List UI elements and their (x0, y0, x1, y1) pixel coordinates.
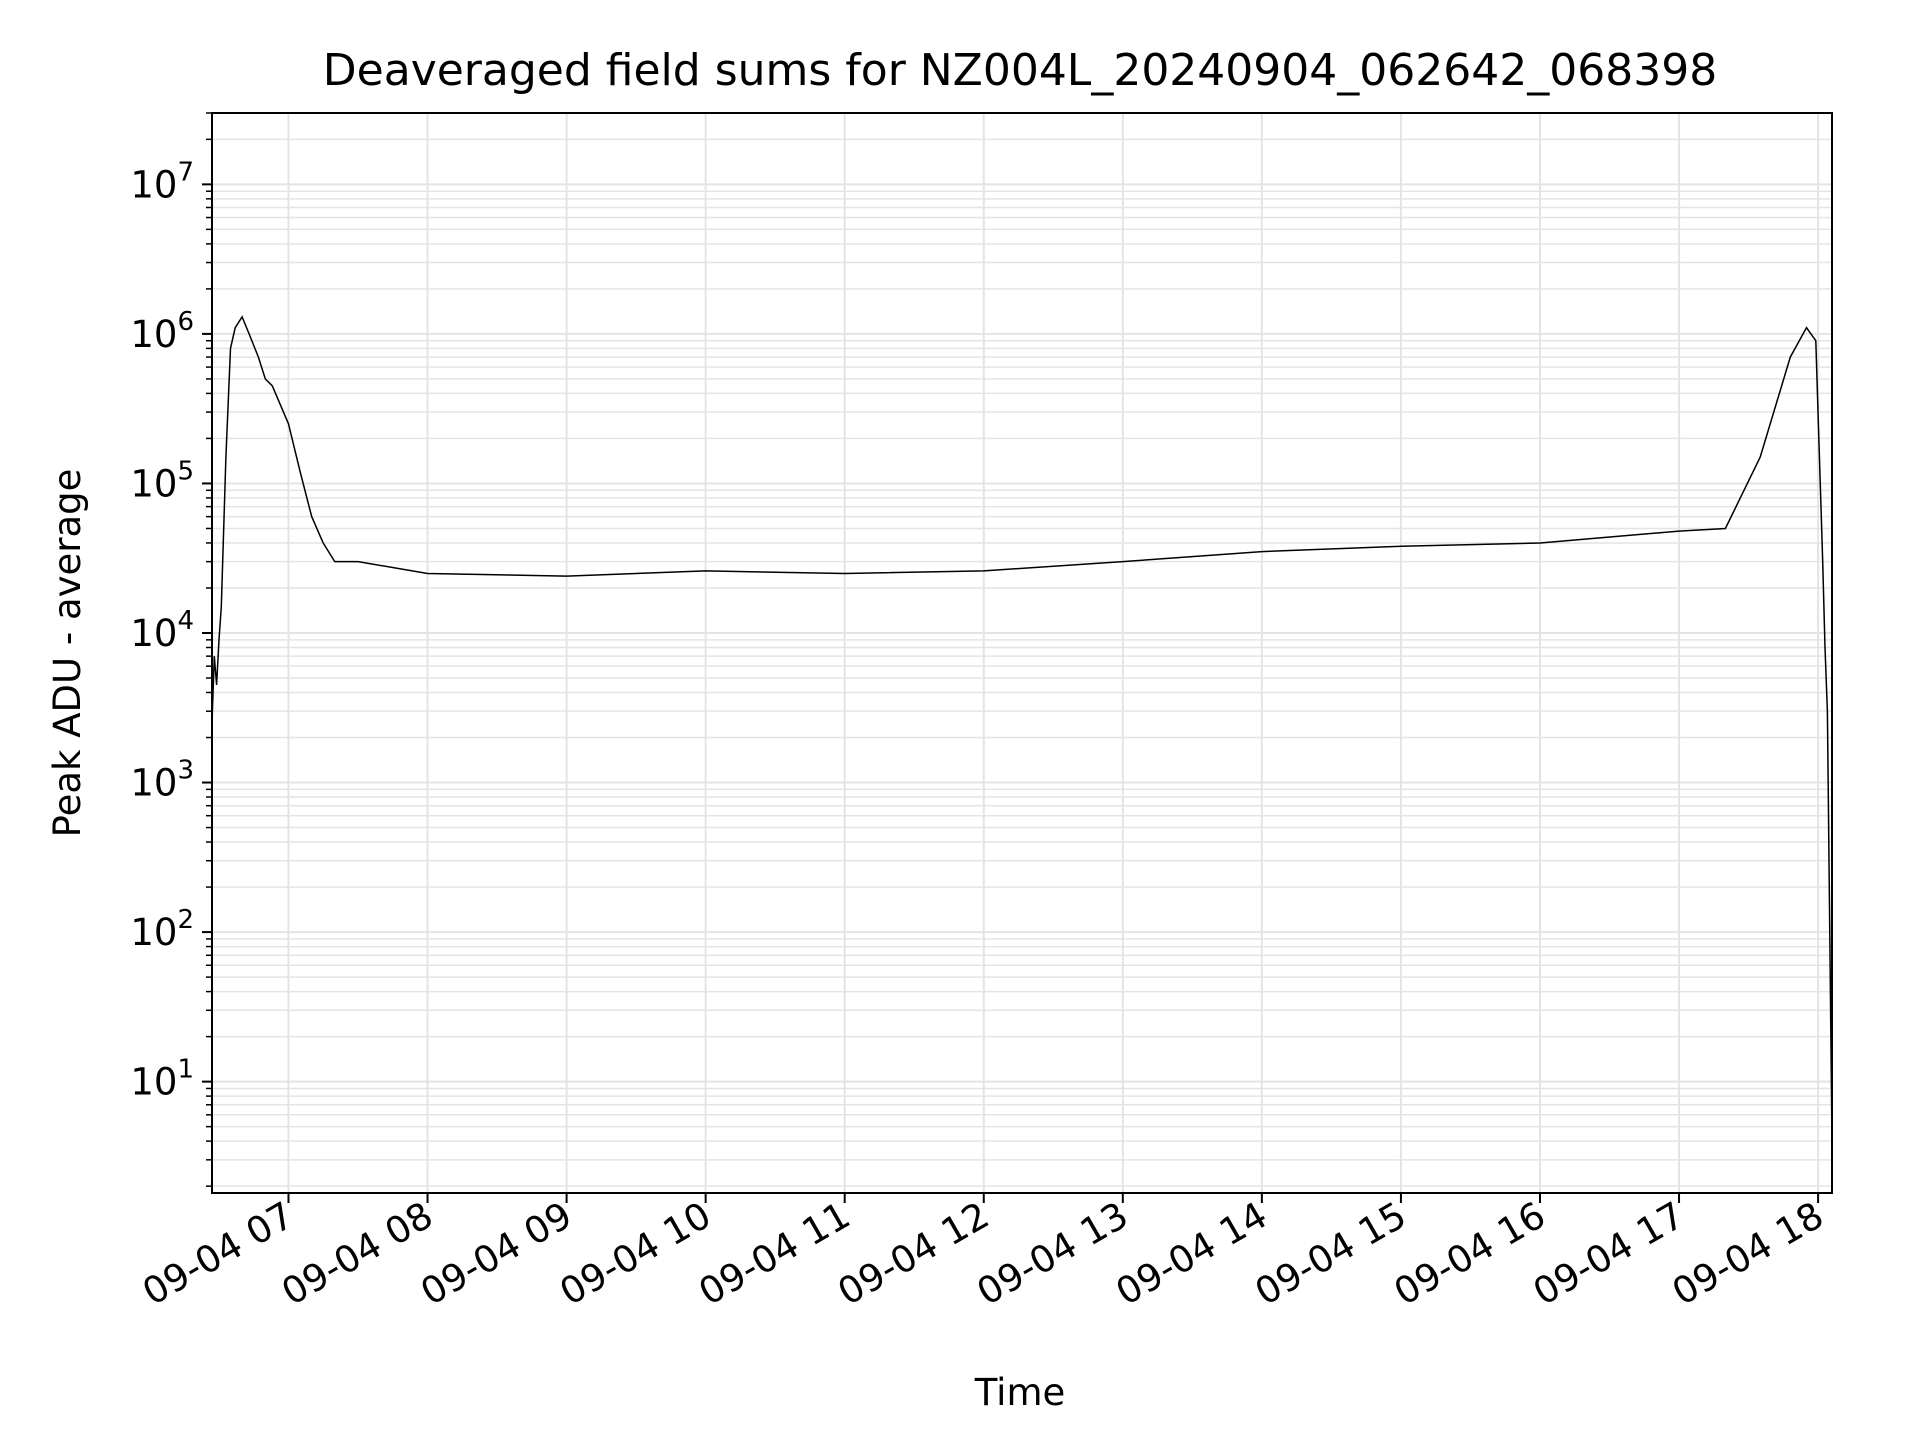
y-tick-label: 107 (130, 157, 194, 206)
chart-title: Deaveraged field sums for NZ004L_2024090… (323, 45, 1717, 96)
x-tick-label: 09-04 13 (970, 1194, 1136, 1314)
x-tick-label: 09-04 11 (692, 1194, 858, 1314)
y-tick-label: 106 (130, 307, 194, 356)
y-axis-ticks: 101 102 103 104 105 106 107 (130, 112, 212, 1187)
major-gridlines (212, 113, 1832, 1193)
x-tick-label: 09-04 07 (135, 1194, 301, 1314)
x-tick-label: 09-04 14 (1109, 1194, 1275, 1314)
x-tick-label: 09-04 18 (1665, 1194, 1831, 1314)
x-axis-label: Time (974, 1371, 1066, 1414)
x-tick-label: 09-04 17 (1526, 1194, 1692, 1314)
x-tick-label: 09-04 08 (274, 1194, 440, 1314)
series-line (211, 315, 1833, 1142)
y-tick-label: 101 (130, 1055, 194, 1104)
y-tick-label: 104 (130, 606, 194, 655)
plot-frame (211, 112, 1833, 1194)
x-tick-label: 09-04 09 (414, 1194, 580, 1314)
y-tick-label: 103 (130, 756, 194, 805)
x-tick-label: 09-04 10 (553, 1194, 719, 1314)
y-tick-label: 105 (130, 456, 194, 505)
x-tick-label: 09-04 12 (831, 1194, 997, 1314)
data-series (211, 315, 1833, 1142)
y-tick-label: 102 (130, 905, 194, 954)
minor-gridlines (212, 112, 1832, 1187)
y-axis-label: Peak ADU - average (46, 469, 89, 838)
x-tick-label: 09-04 15 (1248, 1194, 1414, 1314)
x-tick-label: 09-04 16 (1387, 1194, 1553, 1314)
